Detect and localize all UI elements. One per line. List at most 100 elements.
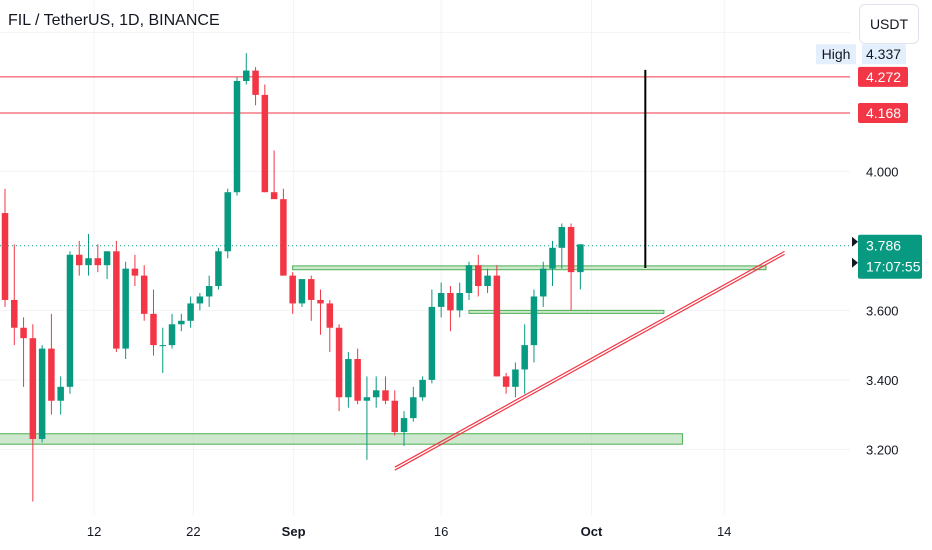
- candle-body: [447, 292, 454, 311]
- candle-body: [38, 348, 46, 439]
- candle-body: [345, 359, 352, 398]
- candle-body: [187, 303, 194, 321]
- candle-body: [85, 258, 92, 266]
- candle-body: [178, 320, 185, 325]
- candle-body: [103, 251, 111, 266]
- price-labels-layer: High 4.337 4.272 4.168 3.786 17:07:55: [816, 44, 922, 279]
- time-tick-label: 22: [186, 524, 200, 539]
- candle-body: [205, 286, 213, 297]
- candle-body: [475, 265, 482, 287]
- candle-body: [512, 369, 519, 387]
- candle-body: [530, 296, 538, 346]
- support-zone: [468, 309, 665, 314]
- candle-body: [363, 397, 371, 401]
- time-tick-label: 14: [717, 524, 731, 539]
- support-zone: [292, 265, 767, 271]
- last-price-label: 3.786: [866, 238, 901, 254]
- candle-body: [66, 254, 74, 387]
- resistance-price-bg: [858, 66, 908, 87]
- candle-body: [224, 192, 231, 252]
- candle-body: [243, 70, 250, 81]
- candle-body: [113, 251, 120, 349]
- candle-body: [558, 226, 566, 248]
- countdown-label: 17:07:55: [866, 259, 921, 275]
- candle-body: [391, 400, 399, 433]
- last-price-arrow-bottom: [852, 257, 858, 268]
- trendline-lower: [394, 253, 785, 471]
- candle-body: [521, 345, 528, 370]
- candle-body: [159, 345, 167, 347]
- candle-body: [549, 247, 556, 269]
- candle-body: [196, 296, 204, 304]
- candle-body: [215, 251, 222, 287]
- candle-body: [1, 213, 9, 300]
- hlines-layer: [0, 76, 850, 247]
- candle-body: [140, 275, 148, 314]
- candle-body: [270, 192, 278, 200]
- candle-body: [75, 254, 83, 266]
- candle-body: [252, 70, 259, 95]
- candle-body: [326, 303, 334, 328]
- last-price-arrow-top: [852, 236, 858, 247]
- time-tick-label: 12: [87, 524, 101, 539]
- candle-body: [289, 275, 296, 304]
- high-price-bg: [862, 44, 906, 65]
- drawings-layer: [394, 69, 785, 471]
- time-tick-label: Oct: [581, 524, 603, 539]
- candle-body: [280, 199, 287, 276]
- candle-body: [400, 418, 408, 433]
- high-price-label: 4.337: [866, 46, 901, 62]
- candle-body: [354, 359, 361, 401]
- candle-body: [57, 386, 64, 401]
- candle-body: [20, 327, 27, 339]
- candle-body: [317, 299, 324, 304]
- candle-body: [261, 94, 269, 193]
- candle-body: [372, 390, 380, 398]
- candle-body: [307, 279, 315, 300]
- candle-body: [437, 292, 445, 307]
- candle-body: [567, 226, 575, 273]
- candle-body: [131, 268, 139, 276]
- candle-body: [484, 275, 491, 287]
- candle-body: [577, 244, 584, 273]
- currency-button[interactable]: USDT: [859, 4, 919, 44]
- high-tag-bg: [816, 44, 856, 65]
- candle-body: [233, 80, 241, 193]
- candle-body: [94, 258, 102, 266]
- candle-body: [539, 268, 547, 297]
- trendline-upper: [394, 250, 785, 468]
- candle-body: [335, 327, 343, 398]
- resistance-price-bg: [858, 102, 908, 123]
- candle-body: [428, 306, 436, 380]
- candle-body: [168, 324, 176, 346]
- candle-body: [150, 313, 157, 346]
- candle-body: [29, 338, 37, 439]
- resistance-price-label: 4.272: [866, 69, 901, 85]
- price-tick-label: 3.400: [866, 373, 899, 388]
- candle-body: [298, 279, 306, 304]
- time-tick-label: 16: [434, 524, 448, 539]
- support-zone: [0, 433, 683, 445]
- candle-body: [382, 390, 389, 401]
- price-tick-label: 3.600: [866, 303, 899, 318]
- candle-body: [48, 348, 55, 401]
- candle-body: [502, 376, 510, 387]
- candle-body: [493, 275, 501, 377]
- price-tick-label: 3.200: [866, 442, 899, 457]
- resistance-price-label: 4.168: [866, 105, 901, 121]
- candle-body: [122, 268, 129, 349]
- grid-layer: [0, 0, 850, 515]
- candle-body: [456, 292, 463, 311]
- candle-body: [11, 299, 18, 328]
- high-tag-label: High: [822, 46, 851, 62]
- candle-body: [419, 379, 426, 398]
- time-axis: 12 22 Sep 16 Oct 14: [87, 524, 732, 539]
- last-price-bg: [858, 234, 922, 279]
- price-tick-label: 4.000: [866, 164, 899, 179]
- symbol-title: FIL / TetherUS, 1D, BINANCE: [8, 12, 220, 29]
- candles-layer: [1, 53, 584, 502]
- time-tick-label: Sep: [282, 524, 306, 539]
- candle-body: [410, 397, 417, 419]
